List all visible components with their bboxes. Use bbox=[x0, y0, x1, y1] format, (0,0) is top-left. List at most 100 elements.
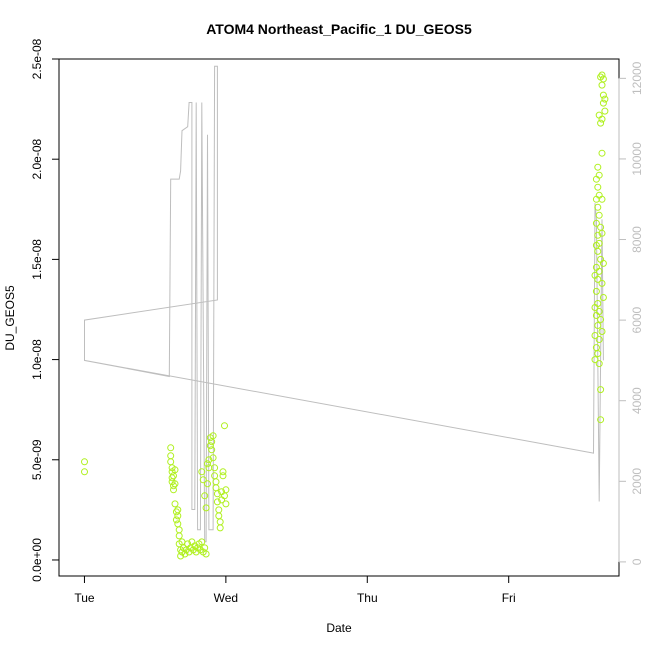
data-point bbox=[599, 75, 607, 83]
data-point bbox=[213, 490, 221, 498]
data-point bbox=[598, 149, 606, 157]
data-point bbox=[209, 432, 217, 440]
x-tick-label: Thu bbox=[357, 591, 378, 605]
y-tick-label: 2.0e-08 bbox=[30, 139, 44, 180]
data-point bbox=[601, 95, 609, 103]
plot-frame bbox=[58, 58, 620, 577]
y-axis-right: 0 2000 4000 6000 8000 10000 12000 bbox=[618, 61, 644, 565]
y-tick-label: 2.5e-08 bbox=[30, 38, 44, 79]
data-point bbox=[205, 456, 213, 464]
data-point bbox=[597, 316, 605, 323]
data-point bbox=[174, 512, 182, 520]
data-point bbox=[213, 498, 221, 506]
data-point bbox=[212, 478, 220, 486]
y-axis-label: DU_GEOS5 bbox=[3, 285, 17, 351]
y-tick-label: 5.0e-09 bbox=[30, 439, 44, 480]
y-tick-label: 1.0e-08 bbox=[30, 339, 44, 380]
data-point bbox=[172, 516, 180, 524]
y-tick-label: 0.0e+00 bbox=[30, 538, 44, 582]
x-tick-label: Tue bbox=[74, 591, 95, 605]
data-point bbox=[171, 480, 179, 488]
data-point bbox=[599, 294, 607, 301]
data-point bbox=[211, 472, 219, 480]
line-layer bbox=[84, 65, 604, 543]
data-point bbox=[599, 91, 607, 99]
data-point bbox=[192, 548, 200, 556]
data-point bbox=[174, 506, 182, 514]
data-point bbox=[591, 356, 599, 364]
data-point bbox=[201, 492, 209, 500]
data-point bbox=[171, 500, 179, 508]
data-point bbox=[598, 229, 606, 237]
data-point bbox=[599, 99, 607, 107]
data-point bbox=[222, 486, 230, 494]
data-point bbox=[172, 508, 180, 516]
x-tick-label: Wed bbox=[214, 591, 238, 605]
data-point bbox=[198, 468, 206, 476]
data-point bbox=[594, 203, 602, 211]
data-point bbox=[595, 336, 603, 343]
data-point bbox=[175, 532, 183, 540]
point-layer bbox=[81, 71, 609, 560]
data-point bbox=[599, 259, 607, 267]
data-point bbox=[171, 466, 179, 474]
data-point bbox=[598, 195, 606, 203]
data-point bbox=[215, 512, 223, 520]
data-point bbox=[219, 472, 227, 480]
data-point bbox=[215, 506, 223, 514]
data-point bbox=[81, 468, 88, 476]
y2-tick-label: 10000 bbox=[630, 142, 644, 176]
data-point bbox=[591, 304, 599, 311]
data-point bbox=[592, 219, 600, 227]
data-point bbox=[199, 476, 207, 484]
data-point bbox=[167, 452, 175, 460]
data-point bbox=[595, 267, 603, 275]
data-point bbox=[222, 500, 230, 508]
data-point bbox=[594, 275, 602, 283]
data-point bbox=[598, 279, 606, 287]
y2-tick-label: 12000 bbox=[630, 61, 644, 95]
data-point bbox=[167, 458, 175, 466]
data-point bbox=[202, 550, 210, 558]
data-point bbox=[211, 464, 219, 472]
data-point bbox=[170, 472, 177, 480]
data-point bbox=[175, 526, 183, 534]
data-point bbox=[594, 247, 602, 255]
data-point bbox=[594, 322, 602, 329]
data-point bbox=[221, 422, 228, 430]
data-point bbox=[170, 482, 177, 490]
data-point bbox=[597, 386, 605, 394]
data-point bbox=[170, 486, 177, 494]
data-point bbox=[174, 520, 182, 528]
y-axis-left: 0.0e+00 5.0e-09 1.0e-08 1.5e-08 2.0e-08 2.5e-… bbox=[30, 38, 60, 582]
data-point bbox=[216, 518, 224, 526]
data-point bbox=[594, 350, 602, 358]
data-point bbox=[595, 239, 603, 247]
y2-tick-label: 8000 bbox=[630, 226, 644, 253]
data-point bbox=[204, 460, 211, 468]
y2-tick-label: 4000 bbox=[630, 387, 644, 414]
y2-tick-label: 0 bbox=[630, 558, 644, 565]
y2-tick-label: 6000 bbox=[630, 306, 644, 333]
data-point bbox=[177, 552, 185, 560]
data-point bbox=[597, 223, 605, 231]
data-point bbox=[216, 524, 224, 532]
data-point bbox=[601, 107, 609, 115]
data-point bbox=[81, 458, 88, 466]
data-point bbox=[595, 360, 603, 368]
data-point bbox=[598, 71, 606, 79]
data-point bbox=[167, 444, 175, 452]
x-axis-label: Date bbox=[326, 621, 352, 635]
data-point bbox=[597, 119, 605, 127]
data-point bbox=[204, 480, 211, 488]
data-point bbox=[592, 312, 600, 319]
data-point bbox=[198, 538, 206, 546]
data-point bbox=[592, 175, 600, 183]
x-axis: Tue Wed Thu Fri bbox=[74, 575, 516, 605]
series-line bbox=[84, 65, 604, 543]
y2-tick-label: 2000 bbox=[630, 468, 644, 495]
data-point bbox=[202, 504, 210, 512]
data-point bbox=[209, 454, 217, 462]
